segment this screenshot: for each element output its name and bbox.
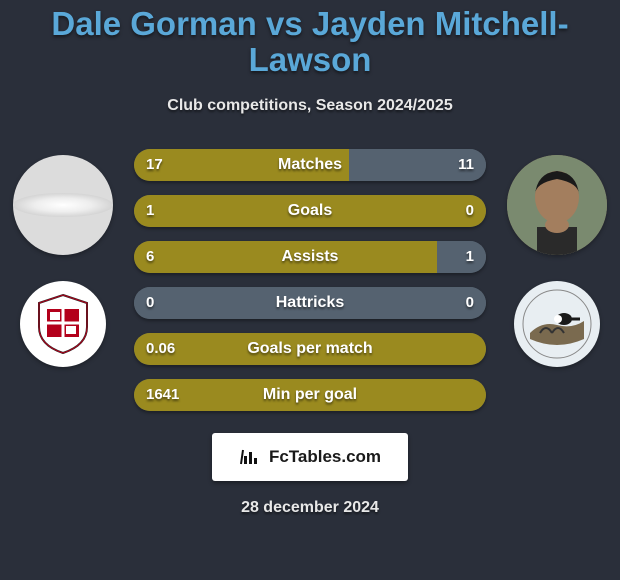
placeholder-avatar-shape: [13, 193, 113, 217]
player1-name: Dale Gorman: [51, 5, 256, 42]
source-badge-text: FcTables.com: [269, 447, 381, 467]
player1-club-badge: [20, 281, 106, 367]
player1-avatar: [13, 155, 113, 255]
stat-value-right: 1: [454, 241, 486, 273]
player2-club-badge: [514, 281, 600, 367]
stat-value-right: 11: [446, 149, 486, 181]
left-column: [8, 149, 118, 367]
stat-value-left: 17: [134, 149, 175, 181]
footer-date: 28 december 2024: [0, 499, 620, 517]
stat-row: Goals per match0.06: [134, 333, 486, 365]
stat-row: Matches17 11: [134, 149, 486, 181]
club-crest-icon: [522, 289, 592, 359]
stat-row: Goals1 0: [134, 195, 486, 227]
stat-value-left: 0.06: [134, 333, 187, 365]
source-badge: FcTables.com: [212, 433, 408, 481]
person-icon: [507, 155, 607, 255]
stat-value-left: 6: [134, 241, 166, 273]
content-area: Matches1711Goals10Assists61Hattricks00Go…: [0, 149, 620, 411]
stat-label: Matches: [134, 149, 486, 181]
stat-label: Goals: [134, 195, 486, 227]
stat-value-left: 0: [134, 287, 166, 319]
page-title: Dale Gorman vs Jayden Mitchell-Lawson: [0, 0, 620, 79]
vs-text: vs: [266, 5, 303, 42]
bar-chart-icon: [239, 448, 261, 466]
stat-row: Hattricks0 0: [134, 287, 486, 319]
stat-value-right: [462, 333, 486, 365]
stat-value-left: 1: [134, 195, 166, 227]
stat-value-right: 0: [454, 195, 486, 227]
stat-value-left: 1641: [134, 379, 191, 411]
stat-value-right: 0: [454, 287, 486, 319]
subtitle: Club competitions, Season 2024/2025: [0, 97, 620, 115]
comparison-infographic: Dale Gorman vs Jayden Mitchell-Lawson Cl…: [0, 0, 620, 580]
stat-row: Min per goal1641: [134, 379, 486, 411]
stat-value-right: [462, 379, 486, 411]
stat-label: Hattricks: [134, 287, 486, 319]
stat-label: Assists: [134, 241, 486, 273]
shield-icon: [35, 293, 91, 355]
player2-avatar: [507, 155, 607, 255]
right-column: [502, 149, 612, 367]
stats-bars: Matches1711Goals10Assists61Hattricks00Go…: [134, 149, 486, 411]
stat-row: Assists6 1: [134, 241, 486, 273]
